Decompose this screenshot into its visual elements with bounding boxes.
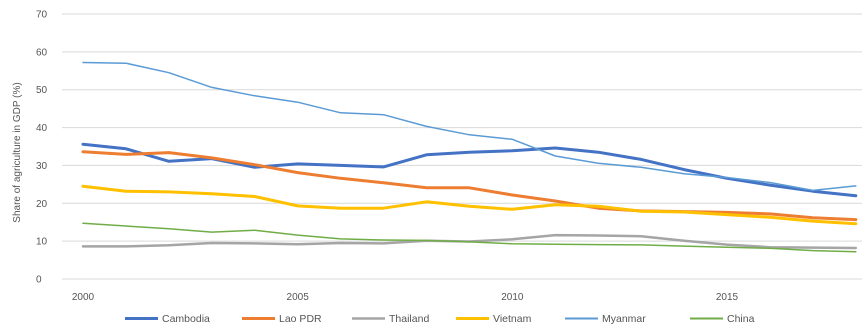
y-tick-label: 50 bbox=[36, 85, 48, 96]
legend-item: Lao PDR bbox=[242, 313, 322, 325]
y-tick-label: 20 bbox=[36, 199, 48, 210]
series-line-lao-pdr bbox=[81, 150, 858, 222]
legend-item: Myanmar bbox=[565, 313, 646, 325]
legend-item: Cambodia bbox=[125, 313, 210, 325]
y-tick-label: 70 bbox=[36, 10, 48, 21]
legend-label: China bbox=[727, 313, 755, 325]
y-axis-ticks: 0 10 20 30 40 50 60 70 bbox=[36, 10, 48, 286]
legend: Cambodia Lao PDR Thailand Vietnam Myanmar Chi… bbox=[125, 313, 755, 325]
legend-item: Thailand bbox=[352, 313, 429, 325]
gridlines bbox=[62, 13, 862, 280]
series-line-myanmar bbox=[82, 61, 857, 192]
legend-label: Cambodia bbox=[162, 313, 210, 325]
legend-label: Thailand bbox=[389, 313, 429, 325]
legend-label: Myanmar bbox=[602, 313, 646, 325]
series-line-china bbox=[82, 222, 857, 253]
x-axis-ticks: 2000 2005 2010 2015 bbox=[72, 292, 739, 303]
x-tick-label: 2005 bbox=[287, 292, 310, 303]
legend-label: Vietnam bbox=[493, 313, 532, 325]
x-tick-label: 2010 bbox=[501, 292, 524, 303]
y-tick-label: 30 bbox=[36, 161, 48, 172]
y-tick-label: 40 bbox=[36, 123, 48, 134]
y-tick-label: 0 bbox=[36, 275, 42, 286]
y-tick-label: 60 bbox=[36, 47, 48, 58]
x-tick-label: 2000 bbox=[72, 292, 95, 303]
legend-item: Vietnam bbox=[456, 313, 532, 325]
x-tick-label: 2015 bbox=[716, 292, 739, 303]
legend-item: China bbox=[690, 313, 755, 325]
legend-label: Lao PDR bbox=[279, 313, 322, 325]
series-line-vietnam bbox=[81, 184, 858, 226]
y-axis-label: Share of agriculture in GDP (%) bbox=[12, 82, 23, 222]
y-tick-label: 10 bbox=[36, 237, 48, 248]
series-lines bbox=[81, 61, 858, 253]
